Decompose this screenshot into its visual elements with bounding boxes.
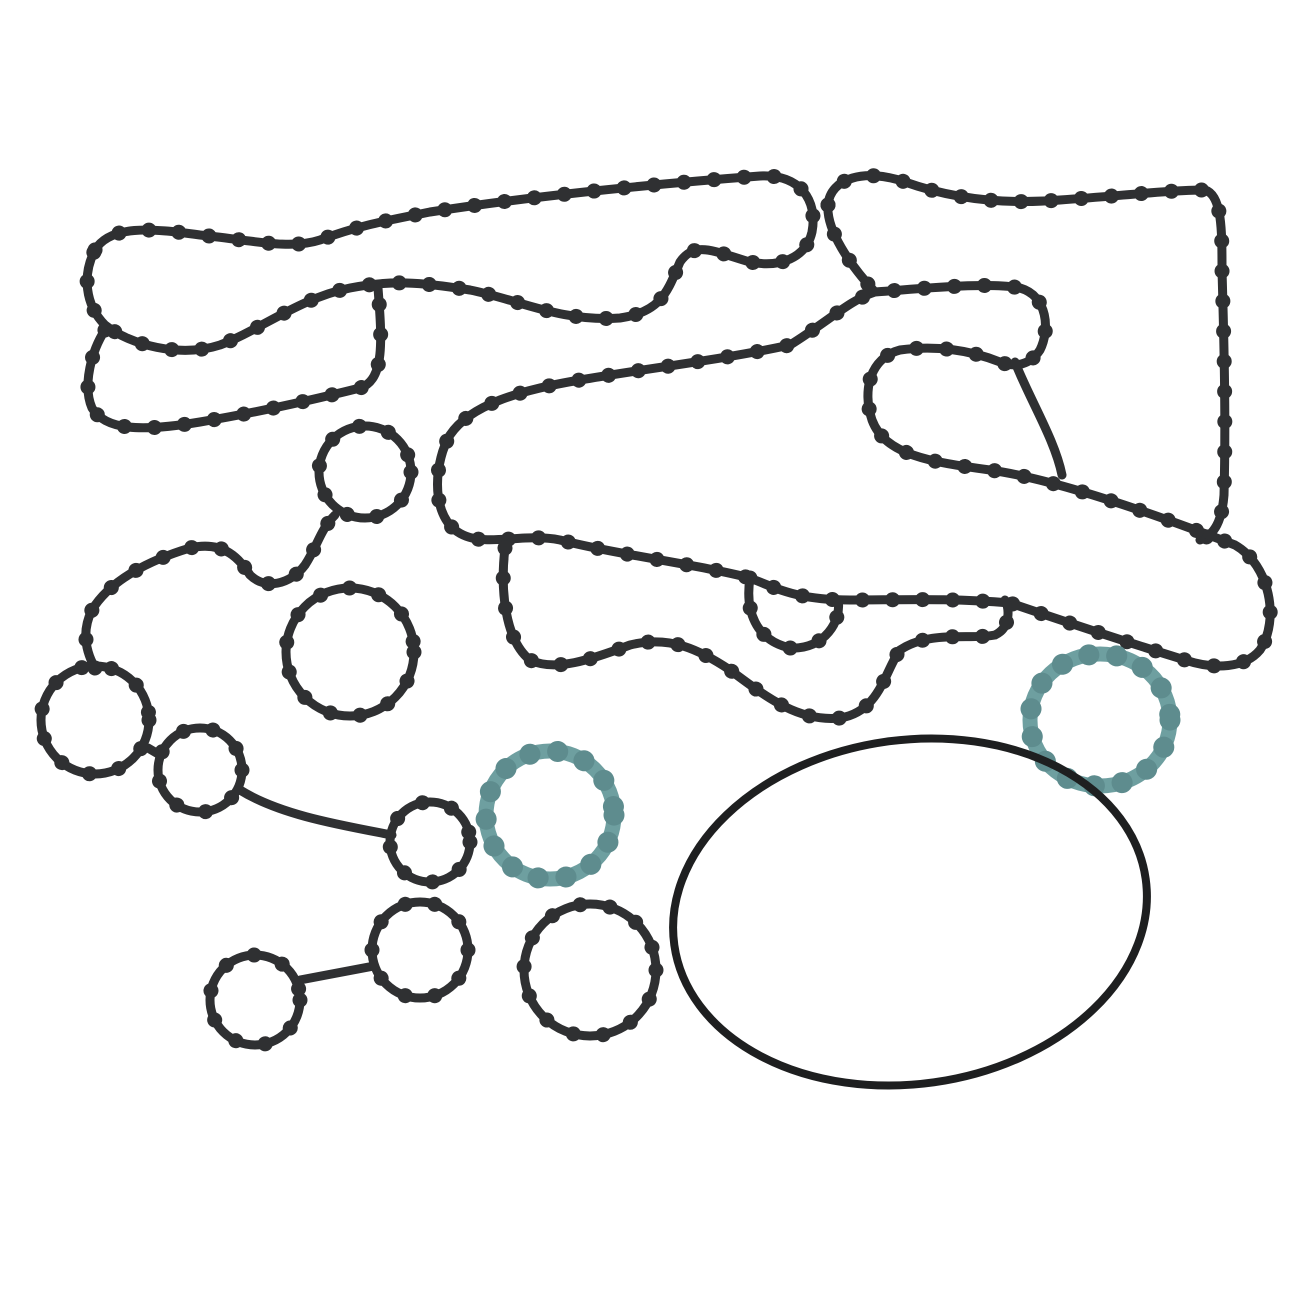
ring-nubs [364, 894, 476, 1006]
ring-nubs [278, 580, 422, 724]
teal-ring-nubs [1019, 643, 1181, 797]
ring-nubs [150, 720, 250, 820]
o-ring [669, 734, 1151, 1090]
teal-ring-nubs [475, 740, 625, 890]
double-ring-gasket [202, 894, 476, 1053]
bridge [235, 785, 397, 840]
ring-nubs [382, 794, 478, 890]
ring-nubs [311, 418, 419, 526]
bridge [295, 961, 379, 985]
ring-nubs [202, 947, 308, 1053]
ring-nubs [516, 896, 664, 1044]
ring-nubs [33, 658, 157, 782]
chain-gasket [33, 418, 478, 890]
